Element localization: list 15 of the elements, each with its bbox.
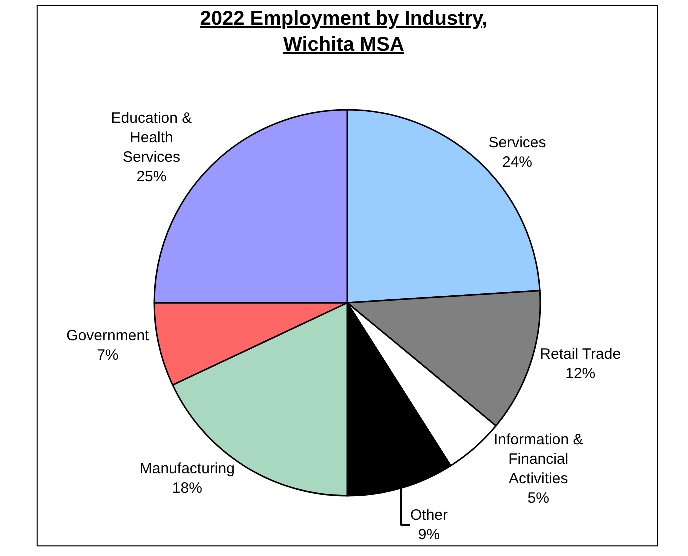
- data-label: 7%: [97, 347, 119, 364]
- slice-label: Government: [66, 328, 150, 345]
- chart-title: 2022 Employment by Industry, Wichita MSA: [200, 8, 488, 56]
- slice-label: Education & Health Services: [111, 110, 192, 166]
- slice-label: Manufacturing: [140, 460, 235, 478]
- data-label: 24%: [502, 154, 533, 171]
- data-label: 25%: [136, 168, 167, 186]
- data-label: 18%: [172, 480, 202, 498]
- data-label: 9%: [418, 526, 440, 544]
- slice-label: Information & Financial Activities: [494, 431, 584, 488]
- data-label: 12%: [566, 366, 596, 383]
- slice-label: Retail Trade: [540, 346, 622, 364]
- slice-label: Other: [410, 506, 448, 524]
- slice-label: Services: [488, 134, 546, 152]
- data-label: 5%: [528, 490, 550, 507]
